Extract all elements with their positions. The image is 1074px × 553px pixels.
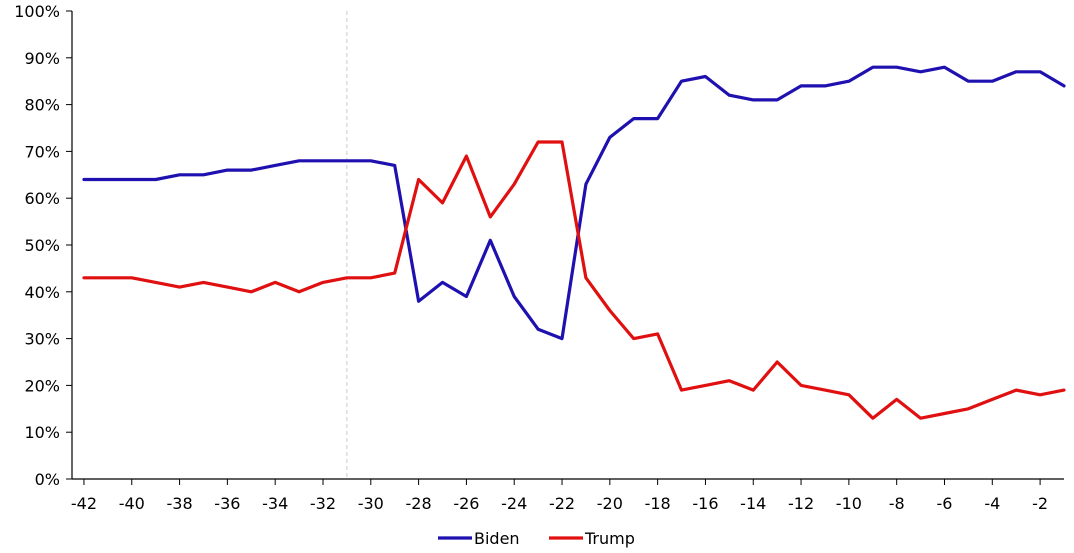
x-tick-label: -20 <box>597 494 623 513</box>
x-tick-label: -6 <box>937 494 953 513</box>
y-axis-ticks: 0% 10% 20% 30% 40% 50% 60% 70% 80% 90% 100% <box>14 2 72 489</box>
legend-label-trump: Trump <box>584 529 635 548</box>
legend: Biden Trump <box>438 529 635 548</box>
y-tick-label: 0% <box>35 470 60 489</box>
series-line-biden <box>82 65 1066 341</box>
x-tick-label: -8 <box>889 494 905 513</box>
x-axis-ticks: -42 -40 -38 -36 -34 -32 -30 -28 -26 -24 -22 -20 -18 -… <box>71 479 1048 513</box>
x-tick-label: -26 <box>453 494 479 513</box>
y-tick-label: 20% <box>24 376 60 395</box>
x-tick-label: -32 <box>310 494 336 513</box>
axes <box>71 11 1064 480</box>
y-tick-label: 60% <box>24 189 60 208</box>
x-tick-label: -42 <box>71 494 97 513</box>
y-tick-label: 100% <box>14 2 60 21</box>
y-tick-label: 90% <box>24 49 60 68</box>
x-tick-label: -36 <box>214 494 240 513</box>
y-tick-label: 80% <box>24 96 60 115</box>
y-tick-label: 40% <box>24 283 60 302</box>
y-tick-label: 70% <box>24 142 60 161</box>
x-tick-label: -38 <box>166 494 192 513</box>
x-tick-label: -16 <box>692 494 718 513</box>
x-tick-label: -18 <box>645 494 671 513</box>
x-tick-label: -2 <box>1032 494 1048 513</box>
x-tick-label: -34 <box>262 494 288 513</box>
y-tick-label: 30% <box>24 330 60 349</box>
x-tick-label: -10 <box>836 494 862 513</box>
series-line-trump <box>82 140 1066 420</box>
y-tick-label: 10% <box>24 423 60 442</box>
legend-label-biden: Biden <box>474 529 520 548</box>
x-tick-label: -24 <box>501 494 527 513</box>
series-lines <box>82 65 1066 420</box>
x-tick-label: -28 <box>406 494 432 513</box>
x-tick-label: -12 <box>788 494 814 513</box>
x-tick-label: -30 <box>358 494 384 513</box>
x-tick-label: -4 <box>984 494 1000 513</box>
x-tick-label: -14 <box>740 494 766 513</box>
x-tick-label: -40 <box>119 494 145 513</box>
y-tick-label: 50% <box>24 236 60 255</box>
x-tick-label: -22 <box>549 494 575 513</box>
